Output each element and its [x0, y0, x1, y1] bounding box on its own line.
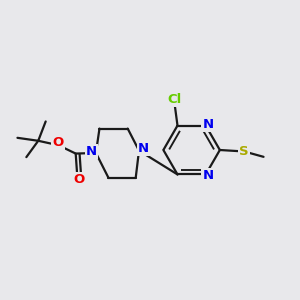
Text: S: S	[239, 145, 249, 158]
Text: O: O	[52, 136, 64, 149]
Text: O: O	[73, 172, 85, 186]
Text: N: N	[202, 169, 214, 182]
Text: Cl: Cl	[167, 93, 182, 106]
Text: N: N	[85, 145, 97, 158]
Text: N: N	[138, 142, 149, 155]
Text: N: N	[202, 118, 214, 131]
